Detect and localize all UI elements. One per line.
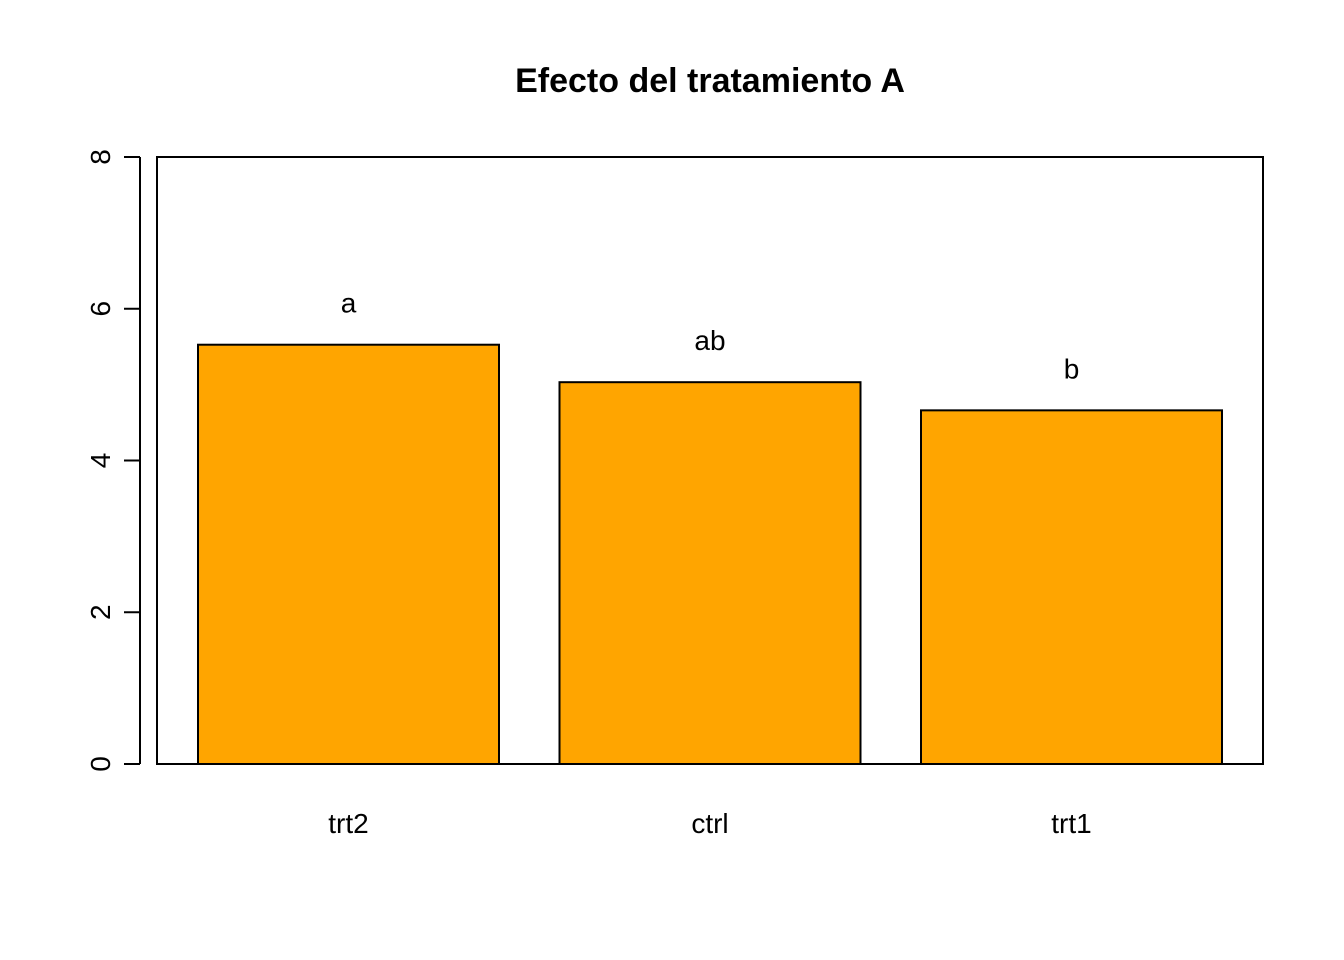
bar-label: ab [694,325,725,356]
bar-ctrl [558,381,862,765]
bar-label: a [341,288,357,319]
y-tick-label: 6 [85,301,116,317]
x-category-label: trt2 [328,808,368,839]
bar-label: b [1064,353,1080,384]
y-tick-label: 8 [85,149,116,165]
y-tick-label: 4 [85,453,116,469]
y-tick-label: 2 [85,604,116,620]
y-tick-label: 0 [85,756,116,772]
bars-group: a ab b [197,288,1223,765]
y-axis: 0 2 4 6 8 [85,149,141,772]
x-category-label: ctrl [691,808,728,839]
chart-title: Efecto del tratamiento A [515,62,905,100]
bar-trt2 [197,343,500,765]
x-category-label: trt1 [1051,808,1091,839]
x-axis-labels: trt2 ctrl trt1 [328,808,1091,839]
bar-trt1 [920,409,1223,765]
